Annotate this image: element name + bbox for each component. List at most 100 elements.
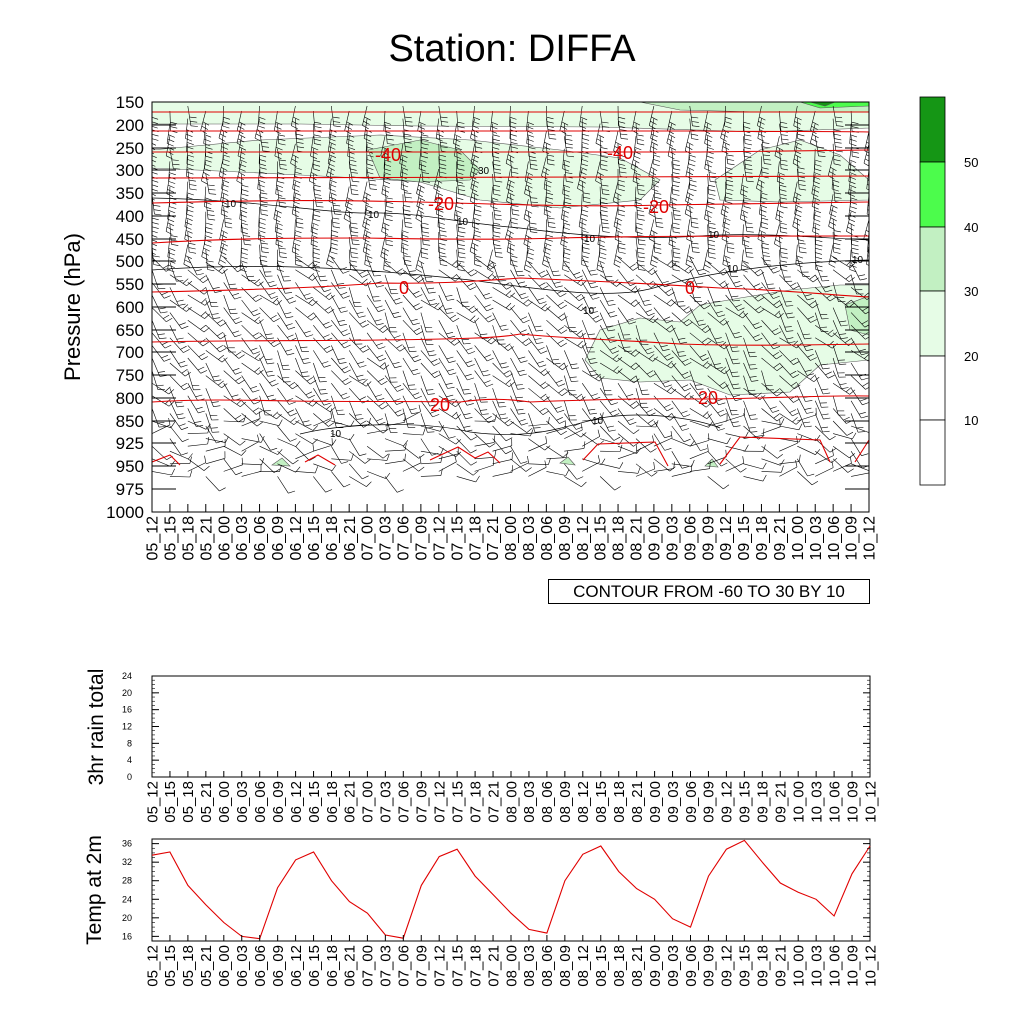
wind-barb-feather [416,214,424,219]
wind-barb-feather [833,163,841,166]
wind-barb [617,383,629,401]
wind-barb-feather [626,317,634,321]
wind-barb-feather [638,256,646,259]
wind-barb-feather [757,183,764,188]
wind-barb-feather [714,337,722,340]
wind-barb [671,350,686,366]
wind-barb-feather [666,319,674,324]
wind-barb-feather [330,247,338,250]
wind-barb-feather [184,371,191,377]
wind-barb-feather [799,251,807,254]
wind-barb [528,467,547,477]
wind-barb-feather [648,312,655,317]
wind-barb-feather [511,205,519,207]
wind-barb [259,370,273,387]
wind-barb-feather [311,263,318,269]
wind-barb [348,400,357,420]
wind-barb-feather [258,226,266,230]
wind-barb [671,387,689,400]
wind-barb [523,224,529,244]
wind-barb-feather [694,384,703,386]
wind-barb-feather [773,270,781,274]
wind-barb-feather [348,147,356,150]
wind-barb [671,173,673,195]
wind-barb [277,438,296,447]
wind-barb [850,438,862,456]
wind-barb-feather [618,251,626,254]
wind-barb-feather [748,427,756,429]
wind-barb [331,408,337,428]
wind-barb-feather [313,214,321,217]
time-tick-label: 05_12 [144,781,161,823]
wind-barb-feather [775,239,782,244]
wind-barb-feather [726,184,734,187]
wind-barb-feather [804,345,812,347]
wind-barb-feather [457,239,465,242]
wind-barb-feather [295,217,303,220]
wind-barb-feather [326,404,332,410]
wind-barb [169,375,185,391]
wind-barb-feather [259,154,267,158]
wind-barb-feather [500,417,508,420]
time-tick-label: 07_12 [431,945,448,987]
wind-barb-feather [364,213,372,217]
wind-barb [761,156,763,177]
time-tick-label: 06_12 [288,781,305,823]
wind-barb [510,458,527,472]
wind-barb-feather [366,142,374,145]
wind-barb-feather [701,325,708,331]
wind-barb-feather [669,327,676,333]
wind-barb-feather [582,133,590,137]
wind-barb-feather [452,317,460,322]
wind-barb [492,299,510,311]
wind-barb [436,194,440,215]
wind-barb-feather [864,150,869,154]
wind-barb-feather [333,125,341,128]
wind-barb [815,455,834,465]
wind-barb-feather [223,154,230,158]
wind-barb-feather [470,272,478,277]
wind-barb [689,395,707,408]
wind-barb [313,375,321,395]
wind-barb-feather [457,247,465,250]
wind-barb-feather [548,458,551,465]
wind-barb-feather [517,369,525,373]
wind-barb-feather [691,226,699,229]
wind-barb-feather [458,231,466,234]
wind-barb [814,400,824,420]
wind-barb [223,458,236,475]
wind-barb-feather [184,259,192,264]
wind-barb-feather [551,358,559,361]
wind-barb-feather [882,400,887,405]
wind-barb-feather [817,151,825,153]
wind-barb-feather [171,244,179,246]
time-tick-label: 07_21 [485,781,502,823]
wind-barb-feather [525,209,533,214]
wind-barb-feather [547,129,555,131]
wind-barb-feather [708,193,716,196]
wind-barb [348,236,352,257]
wind-barb-feather [564,206,572,209]
wind-barb-feather [737,307,745,311]
wind-barb-feather [562,264,570,268]
wind-barb [402,294,417,311]
wind-barb-feather [524,264,532,269]
wind-barb-feather [261,251,269,254]
wind-barb [438,269,456,282]
wind-barb-feather [745,168,753,171]
wind-barb-feather [798,184,806,186]
wind-barb [510,131,512,152]
wind-barb-feather [312,444,315,452]
wind-barb-feather [691,459,695,467]
wind-barb [205,173,210,194]
wind-barb-feather [332,116,340,119]
temp-label: -20 [643,197,669,217]
wind-barb-feather [405,146,413,148]
wind-barb [152,320,160,339]
wind-barb-feather [811,206,819,210]
wind-barb [241,413,258,427]
wind-barb-feather [822,430,830,433]
wind-barb-feather [589,370,597,373]
temp-contour [429,446,501,464]
time-tick-label: 06_06 [252,945,269,987]
